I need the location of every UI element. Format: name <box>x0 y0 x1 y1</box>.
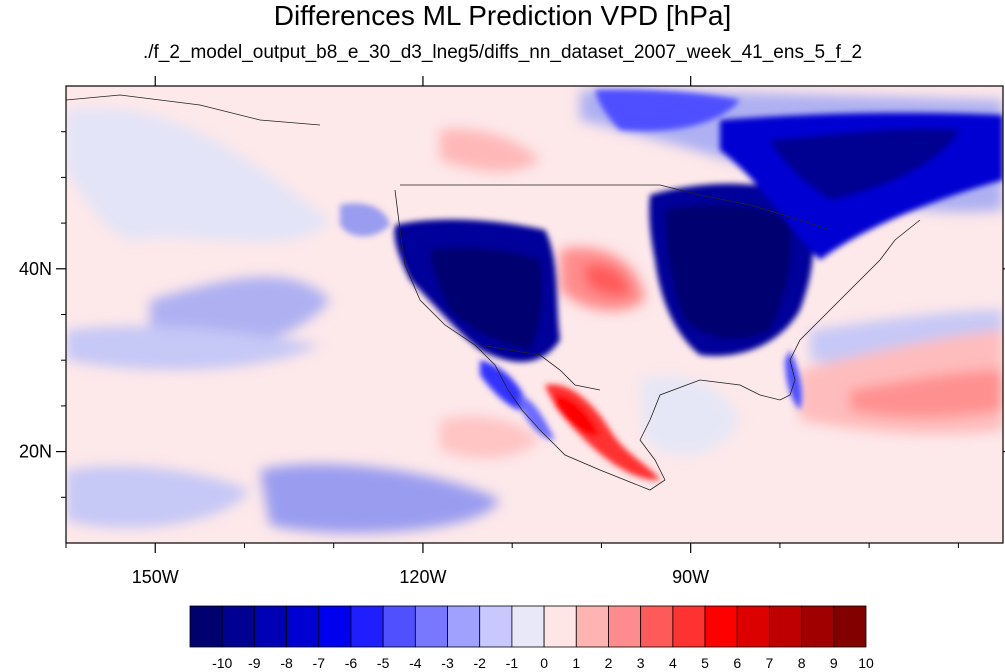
colorbar-box <box>350 605 384 648</box>
x-tick-label: 150W <box>132 567 179 587</box>
colorbar-box <box>801 605 835 648</box>
y-tick-label: 40N <box>19 259 52 279</box>
colorbar-box <box>414 605 448 648</box>
colorbar-box <box>286 605 320 648</box>
colorbar-box <box>253 605 287 648</box>
colorbar-label: 4 <box>669 655 677 671</box>
colorbar: -10 -9 -8 -7 -6 -5 -4 -3 -2 -1 0 1 2 3 4 5 6 7 8 9 10 <box>189 605 874 671</box>
colorbar-box <box>575 605 609 648</box>
colorbar-label: -7 <box>313 655 326 671</box>
colorbar-box <box>672 605 706 648</box>
x-axis: 150W 120W 90W <box>65 76 959 587</box>
colorbar-box <box>640 605 674 648</box>
colorbar-label: -10 <box>212 655 232 671</box>
colorbar-box <box>479 605 513 648</box>
colorbar-box <box>511 605 545 648</box>
map-title: Differences ML Prediction VPD [hPa] <box>273 0 732 31</box>
colorbar-box <box>736 605 770 648</box>
colorbar-box <box>704 605 738 648</box>
y-axis: 40N 20N <box>19 131 1005 498</box>
x-tick-label: 120W <box>399 567 446 587</box>
colorbar-label: -1 <box>506 655 519 671</box>
colorbar-box <box>221 605 255 648</box>
colorbar-label: -5 <box>377 655 390 671</box>
colorbar-box <box>543 605 577 648</box>
colorbar-box <box>608 605 642 648</box>
difference-field <box>66 86 1003 543</box>
colorbar-label: 2 <box>605 655 613 671</box>
colorbar-label: 1 <box>572 655 580 671</box>
colorbar-label: -2 <box>473 655 486 671</box>
y-tick-label: 20N <box>19 442 52 462</box>
colorbar-box <box>382 605 416 648</box>
colorbar-label: 9 <box>830 655 838 671</box>
map-subtitle: ./f_2_model_output_b8_e_30_d3_lneg5/diff… <box>142 42 863 63</box>
colorbar-label: -4 <box>409 655 422 671</box>
colorbar-label: 0 <box>540 655 548 671</box>
x-tick-label: 90W <box>672 567 709 587</box>
colorbar-label: 3 <box>637 655 645 671</box>
colorbar-box <box>833 605 867 648</box>
colorbar-box <box>769 605 803 648</box>
colorbar-label: 8 <box>798 655 806 671</box>
colorbar-box <box>189 605 223 648</box>
colorbar-label: 6 <box>733 655 741 671</box>
colorbar-label: -3 <box>441 655 454 671</box>
colorbar-label: 10 <box>858 655 874 671</box>
colorbar-label: 7 <box>766 655 774 671</box>
colorbar-label: 5 <box>701 655 709 671</box>
colorbar-box <box>318 605 352 648</box>
colorbar-label: -9 <box>248 655 261 671</box>
colorbar-label: -8 <box>280 655 293 671</box>
colorbar-label: -6 <box>345 655 358 671</box>
coastlines <box>66 94 921 491</box>
colorbar-box <box>447 605 481 648</box>
